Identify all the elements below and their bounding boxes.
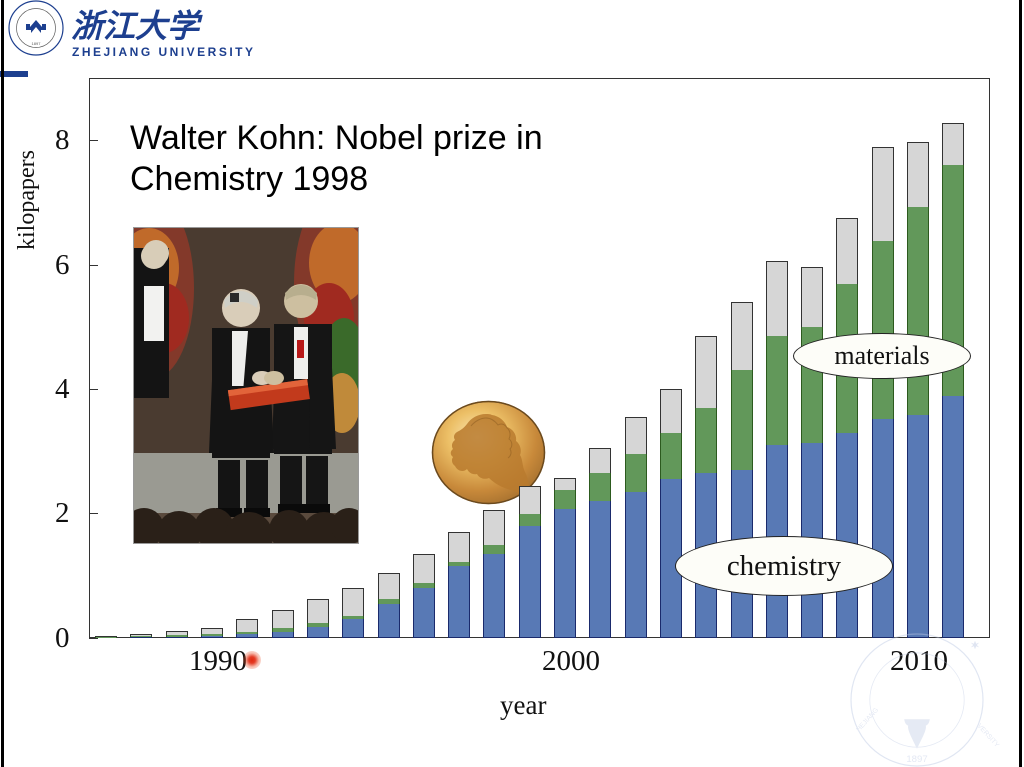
svg-text:1897: 1897 <box>32 41 42 46</box>
